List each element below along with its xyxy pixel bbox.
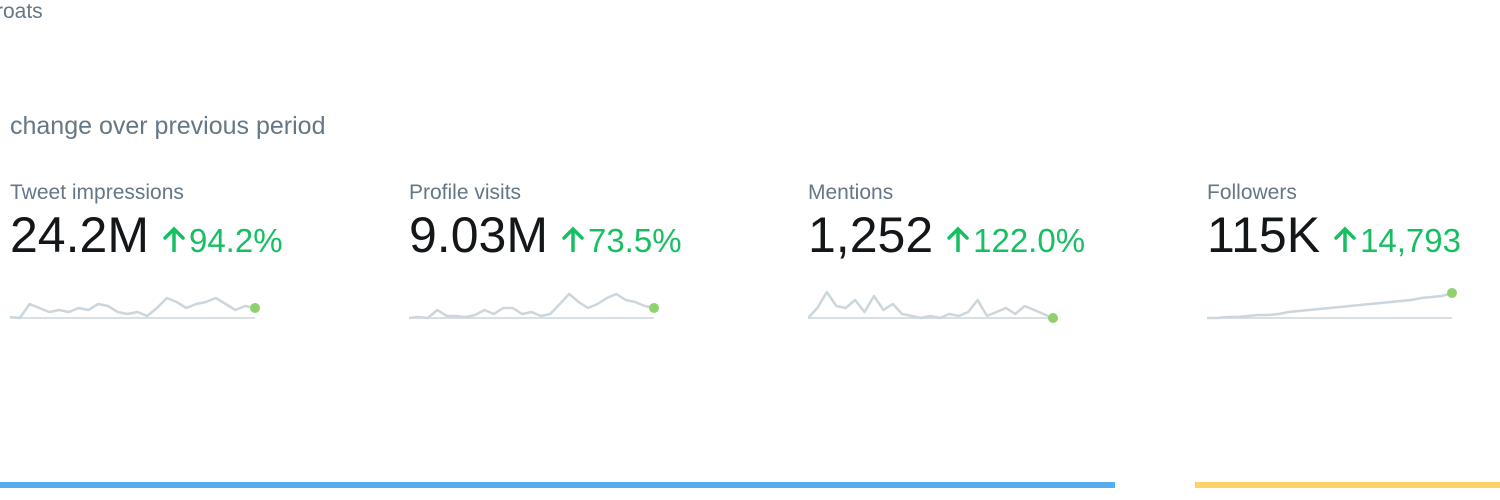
progress-bar: [1195, 482, 1500, 488]
metric-card: Profile visits 9.03M 73.5%: [409, 180, 789, 330]
change-text: 14,793: [1360, 222, 1461, 259]
arrow-shape: [947, 226, 969, 252]
sparkline-line: [808, 290, 1054, 320]
arrow-shape: [163, 226, 185, 252]
sparkline-end-dot: [250, 303, 260, 313]
metric-label: Tweet impressions: [10, 181, 184, 204]
metric-row: 9.03M 73.5%: [409, 206, 789, 264]
arrow-shape: [1334, 226, 1356, 252]
metric-change: 73.5%: [562, 222, 682, 260]
change-text: 73.5%: [587, 222, 682, 259]
sparkline: [10, 296, 260, 320]
metric-value: 115K: [1207, 207, 1321, 263]
metric-row: 24.2M 94.2%: [10, 206, 390, 264]
progress-bar: [0, 482, 1115, 488]
metric-change: 94.2%: [163, 222, 283, 260]
metric-row: 115K 14,793: [1207, 206, 1500, 264]
metric-card: Tweet impressions 24.2M 94.2%: [10, 180, 390, 330]
sparkline: [1207, 288, 1457, 320]
metric-change: 122.0%: [947, 222, 1085, 260]
sparkline-line: [1207, 291, 1453, 320]
sparkline: [808, 290, 1058, 323]
change-text: 94.2%: [188, 222, 283, 259]
metric-card: Followers 115K 14,793: [1207, 180, 1500, 330]
metric-value: 24.2M: [10, 207, 149, 263]
sparkline-end-dot: [1447, 288, 1457, 298]
metric-label: Followers: [1207, 181, 1297, 204]
sparkline-end-dot: [1048, 313, 1058, 323]
arrow-shape: [562, 226, 584, 252]
metric-label: Mentions: [808, 181, 894, 204]
sparkline-line: [10, 296, 256, 320]
metric-label: Profile visits: [409, 181, 522, 204]
up-arrow: [947, 226, 969, 252]
up-arrow: [163, 226, 185, 252]
metric-value: 1,252: [808, 207, 934, 263]
sparkline-end-dot: [649, 303, 659, 313]
sparkline: [409, 292, 659, 320]
up-arrow: [1334, 226, 1356, 252]
up-arrow: [562, 226, 584, 252]
page-title: roats: [0, 0, 43, 23]
sparkline-line: [409, 292, 655, 320]
metric-row: 1,252 122.0%: [808, 206, 1188, 264]
metric-card: Mentions 1,252 122.0%: [808, 180, 1188, 330]
metric-change: 14,793: [1334, 222, 1461, 260]
change-text: 122.0%: [973, 222, 1086, 259]
metric-value: 9.03M: [409, 207, 548, 263]
period-subtitle: change over previous period: [10, 112, 326, 140]
